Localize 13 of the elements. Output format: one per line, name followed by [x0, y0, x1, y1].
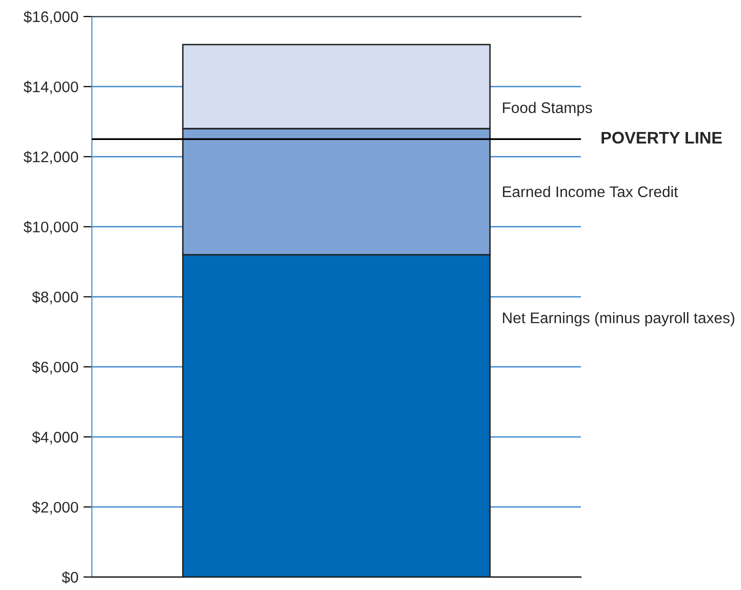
y-tick-label: $16,000 [24, 10, 78, 24]
y-tick-label: $8,000 [32, 290, 78, 304]
y-tick-label: $2,000 [32, 501, 78, 514]
series-label: Earned Income Tax Credit [502, 186, 678, 198]
ref-line-label: POVERTY LINE [602, 132, 722, 144]
y-tick-label: $14,000 [24, 80, 78, 94]
y-tick-label: $10,000 [24, 220, 78, 234]
y-tick-label: $0 [62, 571, 78, 584]
y-tick-label: $6,000 [32, 361, 78, 374]
series-label: Net Earnings (minus payroll taxes) [502, 312, 734, 326]
y-tick-label: $12,000 [24, 150, 78, 164]
y-tick-label: $4,000 [32, 431, 78, 444]
series-label: Food Stamps [502, 102, 592, 116]
